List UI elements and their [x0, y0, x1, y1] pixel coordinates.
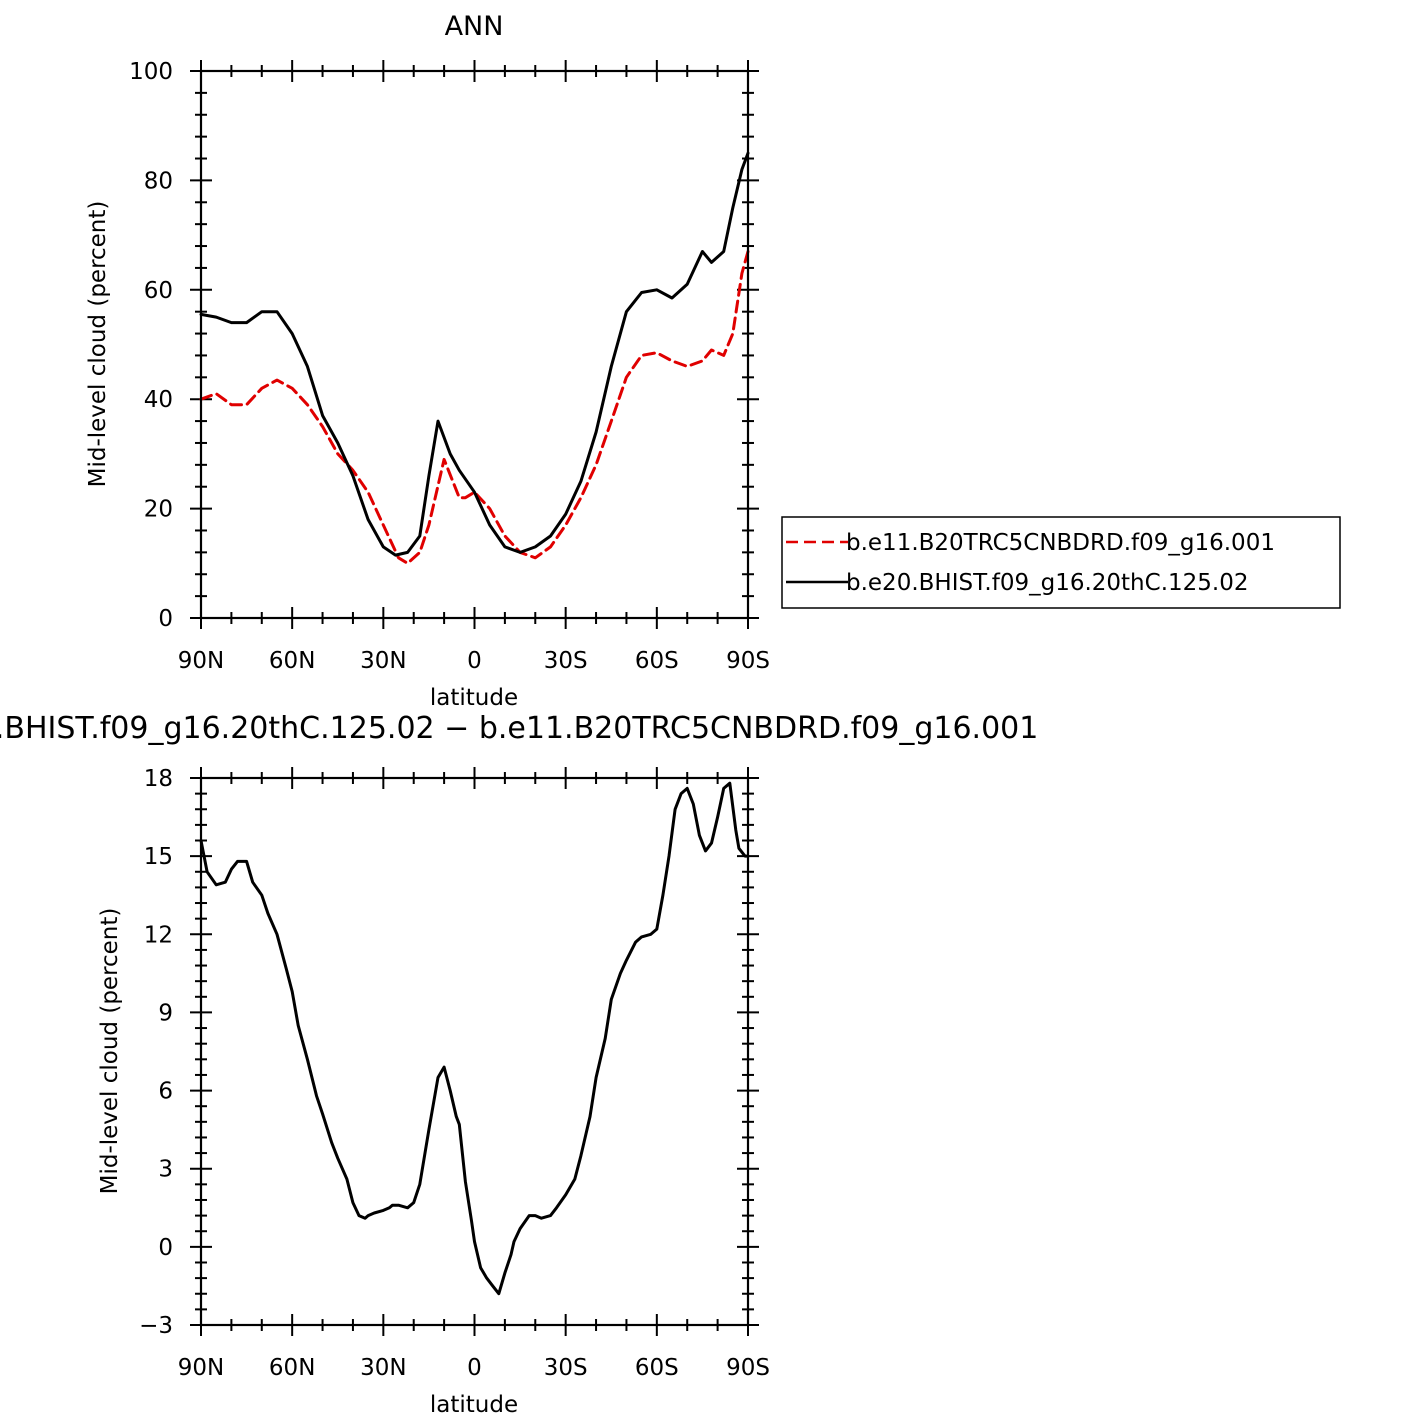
axis-ticks [190, 767, 759, 1336]
y-tick-label: 12 [144, 922, 173, 948]
legend-box [781, 516, 1341, 609]
plot-frame [199, 69, 750, 620]
y-tick-label: 6 [158, 1079, 173, 1105]
y-tick-label: 3 [158, 1157, 173, 1183]
x-tick-label: 60N [269, 648, 315, 674]
x-tick-label: 30S [544, 648, 588, 674]
axis-ticks [190, 60, 759, 629]
y-tick-label: 9 [158, 1000, 173, 1026]
y-tick-label: 0 [158, 606, 173, 632]
legend-label: b.e20.BHIST.f09_g16.20thC.125.02 [846, 570, 1248, 596]
x-tick-label: 90N [178, 1355, 224, 1381]
x-axis-label: latitude [430, 685, 518, 711]
y-axis-label: Mid-level cloud (percent) [97, 908, 123, 1195]
difference-chart-panel: b.e20.BHIST.f09_g16.20thC.125.02 − b.e11… [0, 711, 1038, 1418]
plot-frame [199, 776, 750, 1327]
x-tick-label: 0 [467, 1355, 482, 1381]
x-tick-label: 90N [178, 648, 224, 674]
y-tick-label: 0 [158, 1235, 173, 1261]
x-tick-label: 90S [726, 1355, 770, 1381]
legend: b.e11.B20TRC5CNBDRD.f09_g16.001 b.e20.BH… [781, 516, 1341, 609]
chart-title: ANN [445, 11, 504, 42]
y-tick-label: 80 [144, 168, 173, 194]
tick-labels: 90N 60N 30N 0 30S 60S 90S −3 0 3 6 9 12 15 18 [139, 766, 770, 1381]
y-tick-label: −3 [139, 1313, 173, 1339]
x-tick-label: 30S [544, 1355, 588, 1381]
series-lines [199, 781, 750, 1296]
tick-labels: 90N 60N 30N 0 30S 60S 90S 0 20 40 60 80 100 [129, 59, 770, 674]
y-tick-label: 40 [144, 387, 173, 413]
x-tick-label: 0 [467, 648, 482, 674]
series-lines [199, 151, 750, 565]
x-tick-label: 30N [360, 648, 406, 674]
mean-chart-panel: ANN 90N 60N 30N 0 30S 60S 90S 0 20 40 60 80 100 Mid-… [85, 11, 770, 711]
y-tick-label: 100 [129, 59, 173, 85]
series-line-1 [199, 781, 750, 1296]
y-tick-label: 20 [144, 497, 173, 523]
x-tick-label: 30N [360, 1355, 406, 1381]
y-tick-label: 18 [144, 766, 173, 792]
chart-title: b.e20.BHIST.f09_g16.20thC.125.02 − b.e11… [0, 711, 1038, 746]
y-axis-label: Mid-level cloud (percent) [85, 201, 111, 488]
series-line-1 [199, 250, 750, 565]
x-tick-label: 60S [635, 1355, 679, 1381]
y-tick-label: 15 [144, 844, 173, 870]
series-line-2 [199, 151, 750, 557]
x-tick-label: 60N [269, 1355, 315, 1381]
x-tick-label: 90S [726, 648, 770, 674]
legend-label: b.e11.B20TRC5CNBDRD.f09_g16.001 [846, 530, 1275, 556]
x-tick-label: 60S [635, 648, 679, 674]
x-axis-label: latitude [430, 1392, 518, 1418]
y-tick-label: 60 [144, 278, 173, 304]
